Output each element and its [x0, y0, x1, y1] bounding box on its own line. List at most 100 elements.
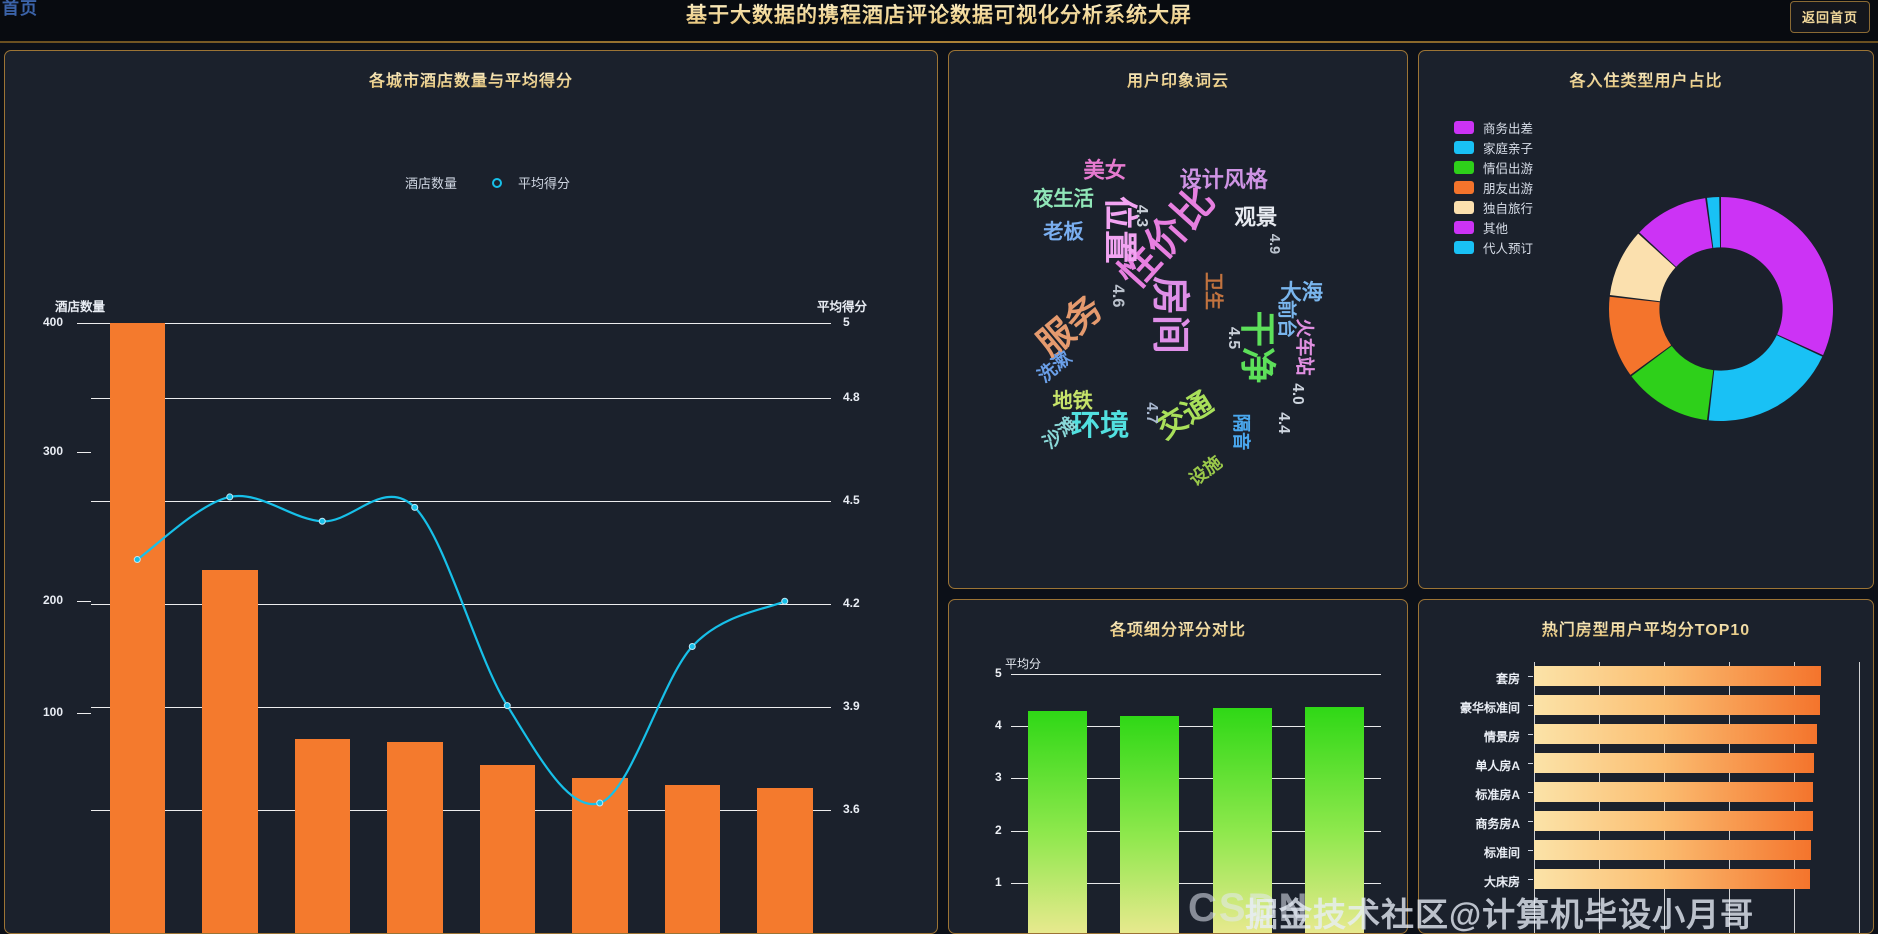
bar-roomtype-score[interactable]	[1534, 695, 1821, 715]
donut-slice[interactable]	[1609, 296, 1672, 375]
avg-score-line	[133, 493, 789, 807]
pie-legend-item[interactable]: 情侣出游	[1454, 157, 1533, 177]
bar-hotel-count[interactable]	[294, 739, 350, 933]
color-swatch-icon	[1454, 240, 1474, 254]
bar-hotel-count[interactable]	[109, 323, 165, 933]
panel-title-wordcloud: 用户印象词云	[949, 67, 1407, 91]
pie-legend-item[interactable]: 商务出差	[1454, 117, 1533, 137]
donut-slice[interactable]	[1721, 197, 1833, 356]
color-swatch-icon	[1454, 220, 1474, 234]
bar-subscore[interactable]	[1305, 706, 1365, 933]
bar-roomtype-score[interactable]	[1534, 811, 1813, 831]
wordcloud-word[interactable]: 4.4	[1275, 411, 1293, 434]
bar-hotel-count[interactable]	[664, 784, 720, 933]
bar-hotel-count[interactable]	[757, 788, 813, 933]
gridline-right	[91, 323, 831, 324]
legend-item-hotel-count[interactable]: 酒店数量	[372, 173, 457, 192]
ytick-avg-score: 3.9	[843, 699, 860, 713]
axis-tick	[1528, 705, 1533, 706]
ytick-subscore: 4	[995, 718, 1002, 733]
ytick-avg-score: 4.2	[843, 596, 860, 610]
axis-tick	[1528, 734, 1533, 735]
axis-name-avg-score: 平均得分	[817, 300, 868, 314]
page-title: 基于大数据的携程酒店评论数据可视化分析系统大屏	[0, 0, 1878, 31]
subscore-plot-area: 5 4 3 2 1	[995, 666, 1381, 933]
ytick-subscore: 1	[995, 874, 1002, 889]
ytick-avg-score: 5	[843, 315, 850, 329]
wordcloud-word[interactable]: 大海	[1280, 280, 1324, 305]
wordcloud-word[interactable]: 设计风格	[1179, 167, 1268, 193]
wordcloud-word[interactable]: 美女	[1083, 158, 1127, 183]
legend-item-avg-score[interactable]: 平均得分	[483, 173, 570, 192]
pie-legend-item[interactable]: 家庭亲子	[1454, 137, 1533, 157]
wordcloud-word[interactable]: 4.0	[1289, 383, 1307, 406]
axis-tick	[1528, 850, 1533, 851]
donut-chart[interactable]	[1601, 189, 1841, 429]
bar-subscore[interactable]	[1212, 707, 1272, 933]
ytick-mark-left	[77, 601, 91, 602]
pie-legend-item[interactable]: 代人预订	[1454, 237, 1533, 257]
bar-roomtype-score[interactable]	[1534, 869, 1810, 889]
bar-subscore[interactable]	[1027, 710, 1087, 933]
bar-hotel-count[interactable]	[202, 570, 258, 933]
bar-roomtype-score[interactable]	[1534, 666, 1822, 686]
wordcloud-word[interactable]: 地铁	[1052, 390, 1093, 413]
wordcloud-word[interactable]: 卫生	[1202, 271, 1224, 311]
donut-slice[interactable]	[1708, 335, 1823, 421]
donut-slice[interactable]	[1639, 198, 1713, 267]
axis-tick	[1528, 821, 1533, 822]
wordcloud-word[interactable]: 4.9	[1266, 233, 1283, 255]
axis-name-hotel-count: 酒店数量	[55, 300, 106, 314]
color-swatch-icon	[1454, 140, 1474, 154]
wordcloud-word[interactable]: 4.3	[1133, 204, 1151, 227]
pie-legend-label: 情侣出游	[1483, 161, 1534, 176]
bar-roomtype-score[interactable]	[1534, 840, 1812, 860]
gridline-right	[91, 501, 831, 502]
gridline-right	[91, 604, 831, 605]
axis-tick	[1528, 763, 1533, 764]
bar-roomtype-score[interactable]	[1534, 782, 1813, 802]
donut-slice[interactable]	[1631, 345, 1714, 421]
ytick-hotel-count: 100	[43, 705, 64, 719]
wordcloud-word[interactable]: 观景	[1234, 205, 1278, 230]
wordcloud-word[interactable]: 夜生活	[1033, 188, 1094, 211]
wordcloud-word[interactable]: 老板	[1043, 221, 1084, 244]
ytick-mark-left	[77, 713, 91, 714]
pie-legend-label: 其他	[1483, 221, 1509, 236]
gridline	[1011, 674, 1381, 675]
wordcloud-word[interactable]: 环境	[1070, 409, 1130, 442]
wordcloud-word[interactable]: 设施	[1185, 451, 1227, 490]
pie-legend-item[interactable]: 其他	[1454, 217, 1533, 237]
top10-row-label: 标准间	[1483, 846, 1520, 860]
top10-row-label: 标准房A	[1475, 788, 1520, 802]
pie-legend-label: 独自旅行	[1483, 201, 1534, 216]
donut-slice[interactable]	[1609, 233, 1676, 302]
wordcloud-word[interactable]: 房间	[1148, 275, 1192, 354]
panel-title-subscore: 各项细分评分对比	[949, 616, 1407, 640]
axis-tick	[1528, 879, 1533, 880]
panel-title-pie: 各入住类型用户占比	[1419, 67, 1873, 91]
wordcloud-word[interactable]: 4.6	[1109, 284, 1129, 308]
wordcloud-word[interactable]: 火车站	[1293, 318, 1315, 376]
top10-row-label: 套房	[1495, 672, 1520, 686]
wordcloud-word[interactable]: 4.5	[1224, 326, 1242, 350]
axis-tick	[1528, 676, 1533, 677]
pie-legend-item[interactable]: 独自旅行	[1454, 197, 1533, 217]
pie-legend-item[interactable]: 朋友出游	[1454, 177, 1533, 197]
city-chart-plot-area: 5 4.8 4.5 4.2 3.9 3.6 400 300 200 100	[43, 315, 860, 933]
line-swatch-icon	[483, 176, 511, 190]
donut-slice[interactable]	[1706, 197, 1721, 248]
bar-hotel-count[interactable]	[479, 765, 535, 933]
back-to-home-button[interactable]: 返回首页	[1789, 1, 1870, 33]
wordcloud-word[interactable]: 4.7	[1142, 402, 1160, 424]
wordcloud-word[interactable]: 隔音	[1231, 413, 1253, 451]
panel-stay-type-ratio: 各入住类型用户占比 商务出差 家庭亲子情侣出游 朋友出游独自旅行其他 代人预订	[1418, 50, 1874, 589]
ytick-hotel-count: 200	[43, 593, 64, 607]
ytick-subscore: 3	[995, 770, 1002, 785]
bar-subscore[interactable]	[1120, 715, 1180, 933]
gridline-right	[91, 810, 831, 811]
bar-swatch-icon	[372, 176, 398, 190]
bar-roomtype-score[interactable]	[1534, 753, 1814, 773]
bar-hotel-count[interactable]	[387, 741, 443, 933]
bar-roomtype-score[interactable]	[1534, 724, 1818, 744]
